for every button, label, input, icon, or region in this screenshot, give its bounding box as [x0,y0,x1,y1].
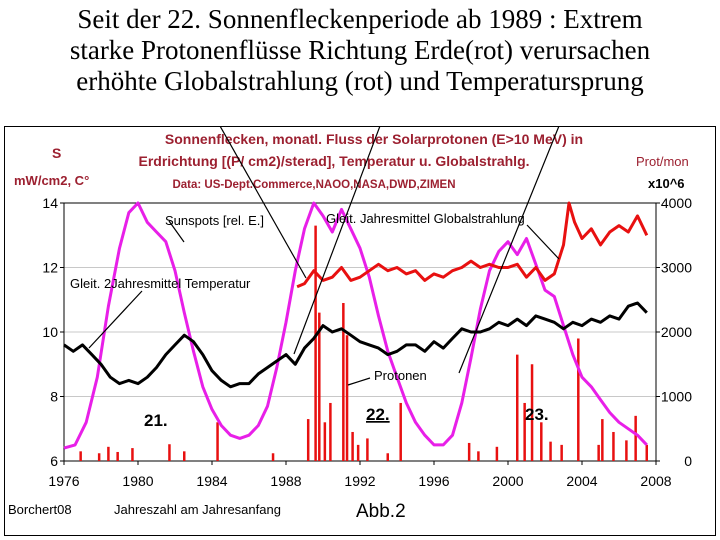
slide-title-line-1: Seit der 22. Sonnenfleckenperiode ab 198… [77,4,643,34]
series-layer [63,201,649,461]
right-tick-label: 1000 [661,389,692,405]
right-tick-label: 0 [684,453,692,469]
left-tick-label: 14 [42,195,58,211]
x-tick-label: 1992 [344,473,375,489]
x-tick-label: 2000 [492,473,523,489]
series-temperature [63,301,648,389]
arrow-temperature-title [293,126,381,355]
annotation-sunspots: Sunspots [rel. E.] [165,213,264,228]
series-protons [79,225,648,461]
arrow-protons-label [347,377,371,386]
slide-title-line-2: starke Protonenflüsse Richtung Erde(rot)… [69,35,651,65]
arrow-protons [458,126,560,374]
x-tick-label: 2008 [640,473,671,489]
left-tick-label: 8 [50,389,58,405]
left-tick-label: 10 [42,324,58,340]
x-axis-label: Jahreszahl am Jahresanfang [114,502,281,517]
slide-title-line-3: erhöhte Globalstrahlung (rot) und Temper… [76,66,644,96]
cycle-label-23: 23. [525,405,549,424]
arrow-sunspots-label [168,220,185,243]
figure-label: Abb.2 [356,501,406,522]
arrow-global [526,224,560,260]
right-tick-label: 2000 [661,324,692,340]
left-tick-label: 6 [50,453,58,469]
arrow-sunspots [219,126,307,279]
chart: Sonnenflecken, monatl. Fluss der Solarpr… [4,126,716,536]
series-sunspots [63,201,648,450]
arrow-temperature [88,290,143,349]
left-axis-label-1: S [52,145,61,161]
right-axis-label-2: x10^6 [648,176,685,191]
x-tick-label: 2004 [566,473,597,489]
cycle-label-22: 22. [366,405,390,424]
right-axis-label-1: Prot/mon [636,154,689,169]
cycle-label-21: 21. [144,411,168,430]
annotation-global: Gleit. Jahresmittel Globalstrahlung [326,211,525,226]
x-tick-label: 1996 [418,473,449,489]
series-global-radiation [296,201,649,289]
x-tick-label: 1976 [48,473,79,489]
left-axis-label-2: mW/cm2, C° [14,173,89,188]
annotation-protons: Protonen [374,368,427,383]
chart-frame [4,126,716,536]
credit: Borchert08 [8,502,72,517]
left-tick-label: 12 [42,260,58,276]
chart-title-line-1: Sonnenflecken, monatl. Fluss der Solarpr… [165,131,583,147]
axis-ticks: 6 8 10 12 14 0 1000 2000 3000 4000 1976 1980 1984 198… [42,195,692,489]
right-tick-label: 3000 [661,260,692,276]
x-tick-label: 1984 [196,473,227,489]
right-tick-label: 4000 [661,195,692,211]
slide-title: Seit der 22. Sonnenfleckenperiode ab 198… [0,4,720,97]
chart-source: Data: US-Dept.Commerce,NAOO,NASA,DWD,ZIM… [172,179,455,191]
chart-title-line-2: Erdrichtung [(P/ cm2)/sterad], Temperatu… [138,153,529,169]
x-tick-label: 1988 [270,473,301,489]
annotation-arrows [88,126,560,386]
x-tick-label: 1980 [122,473,153,489]
annotation-temperature: Gleit. 2Jahresmittel Temperatur [70,276,251,291]
